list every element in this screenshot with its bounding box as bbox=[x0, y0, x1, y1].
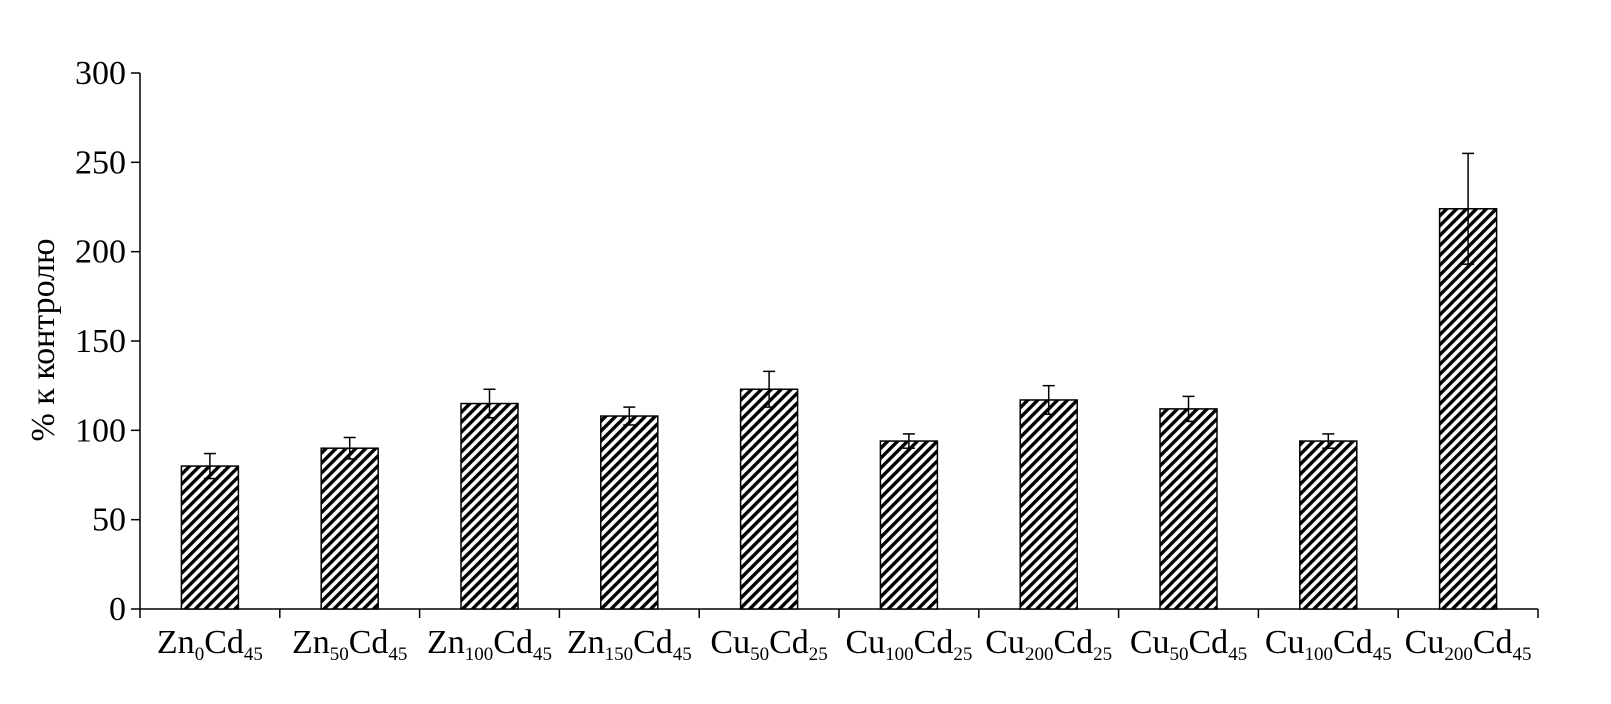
bar bbox=[1019, 399, 1078, 610]
bar bbox=[600, 415, 659, 610]
bar bbox=[1438, 208, 1498, 610]
y-tick-label: 50 bbox=[92, 502, 126, 539]
y-tick-label: 150 bbox=[75, 323, 126, 360]
bar bbox=[320, 447, 379, 610]
x-category-labels: Zn0Cd45 Zn50Cd45 Zn100Cd45 Zn150Cd45 Cu50Cd2… bbox=[157, 624, 1532, 665]
bar bbox=[180, 465, 240, 610]
y-tick-label: 0 bbox=[109, 591, 126, 628]
x-category-label: Zn150Cd45 bbox=[567, 624, 692, 665]
x-category-label: Cu100Cd25 bbox=[845, 624, 972, 665]
x-category-label: Cu50Cd45 bbox=[1130, 624, 1247, 665]
y-tick-labels: 0 50 100 150 200 250 300 bbox=[75, 55, 126, 628]
y-tick-label: 100 bbox=[75, 412, 126, 449]
y-axis-label: % к контролю bbox=[25, 238, 62, 441]
x-category-label: Cu50Cd25 bbox=[710, 624, 827, 665]
y-tick-label: 300 bbox=[75, 55, 126, 92]
x-category-label: Zn0Cd45 bbox=[157, 624, 263, 665]
y-tick-label: 200 bbox=[75, 234, 126, 271]
bar bbox=[879, 440, 939, 610]
bars-group bbox=[180, 208, 1498, 610]
x-category-label: Zn100Cd45 bbox=[427, 624, 552, 665]
x-category-label: Cu200Cd25 bbox=[985, 624, 1112, 665]
x-category-label: Zn50Cd45 bbox=[292, 624, 407, 665]
bar bbox=[1159, 408, 1218, 610]
y-tick-label: 250 bbox=[75, 144, 126, 181]
x-category-label: Cu200Cd45 bbox=[1405, 624, 1532, 665]
bar bbox=[739, 388, 799, 610]
error-bars-group bbox=[203, 152, 1475, 480]
x-category-label: Cu100Cd45 bbox=[1265, 624, 1392, 665]
bar bbox=[460, 402, 519, 610]
bar bbox=[1299, 440, 1358, 610]
